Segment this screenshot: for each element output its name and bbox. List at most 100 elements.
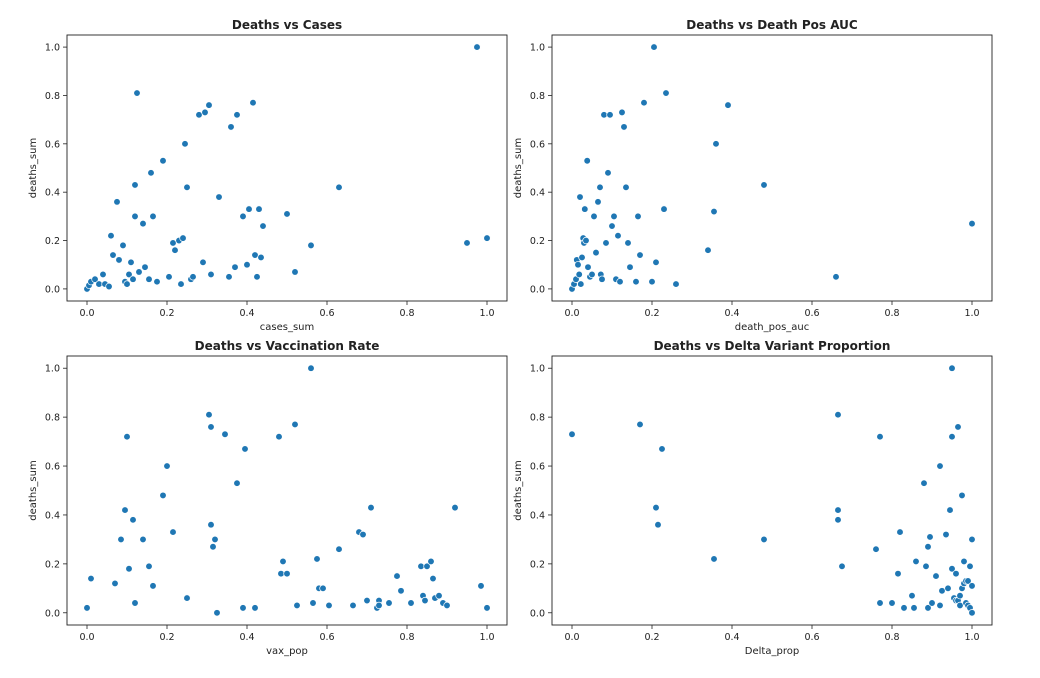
- x-tick-label: 0.8: [884, 632, 899, 643]
- x-tick-label: 0.4: [239, 632, 254, 643]
- data-point: [363, 596, 371, 605]
- y-tick-label: 0.4: [530, 188, 545, 199]
- data-point: [427, 557, 435, 566]
- data-point: [608, 222, 616, 230]
- data-point: [922, 562, 930, 570]
- data-point: [131, 181, 139, 189]
- data-point: [209, 543, 217, 551]
- y-tick-label: 0.0: [45, 608, 60, 619]
- y-tick-label: 1.0: [45, 364, 60, 375]
- y-tick-label: 0.2: [530, 236, 545, 247]
- y-tick-label: 0.2: [530, 559, 545, 570]
- data-point: [325, 601, 333, 610]
- data-point: [583, 157, 591, 165]
- data-point: [610, 212, 618, 221]
- chart-title: Deaths vs Death Pos AUC: [686, 18, 858, 32]
- data-point: [275, 433, 283, 441]
- data-point: [956, 592, 964, 600]
- subplot-3: Deaths vs Vaccination Rate vax_pop deaths_…: [28, 339, 508, 657]
- data-point: [231, 263, 239, 271]
- data-point: [359, 530, 367, 539]
- data-point: [924, 543, 932, 551]
- data-point: [349, 601, 357, 610]
- data-point: [872, 545, 880, 553]
- data-point: [581, 205, 589, 213]
- data-point: [640, 99, 648, 107]
- y-tick-label: 0.6: [530, 139, 545, 150]
- data-point: [910, 604, 918, 612]
- data-point: [421, 596, 429, 605]
- y-tick-label: 0.4: [45, 510, 60, 521]
- data-point: [574, 261, 582, 269]
- x-axis-label: Delta_prop: [745, 646, 799, 657]
- data-point: [87, 574, 95, 583]
- data-point: [153, 278, 161, 286]
- data-point: [834, 506, 842, 514]
- data-point: [968, 219, 976, 228]
- x-tick-label: 0.6: [804, 632, 819, 643]
- data-point: [926, 533, 934, 541]
- data-point: [115, 256, 123, 264]
- data-points: [83, 43, 491, 293]
- x-tick-label: 0.0: [564, 308, 579, 319]
- data-point: [249, 99, 257, 107]
- data-point: [205, 411, 213, 419]
- data-point: [618, 108, 626, 117]
- data-point: [483, 234, 491, 242]
- x-tick-label: 0.4: [724, 308, 739, 319]
- data-point: [620, 123, 628, 131]
- data-point: [624, 239, 632, 247]
- data-point: [600, 111, 608, 119]
- data-point: [149, 582, 157, 590]
- x-tick-label: 0.4: [239, 308, 254, 319]
- data-point: [948, 565, 956, 573]
- data-point: [636, 251, 644, 259]
- data-point: [838, 562, 846, 570]
- y-tick-label: 0.8: [45, 413, 60, 424]
- data-point: [163, 462, 171, 470]
- data-point: [111, 579, 119, 588]
- y-tick-label: 0.6: [530, 462, 545, 473]
- x-axis-label: vax_pop: [266, 646, 308, 657]
- data-points: [568, 364, 976, 617]
- x-axis-label: death_pos_auc: [735, 322, 810, 333]
- data-point: [936, 462, 944, 470]
- y-tick-label: 0.4: [45, 188, 60, 199]
- x-tick-label: 0.6: [319, 632, 334, 643]
- data-point: [207, 423, 215, 431]
- chart-title: Deaths vs Vaccination Rate: [195, 339, 380, 353]
- data-point: [652, 503, 660, 512]
- subplot-4: Deaths vs Delta Variant Proportion Delta_…: [513, 339, 993, 657]
- data-point: [968, 609, 976, 617]
- data-point: [614, 232, 622, 240]
- data-point: [594, 198, 602, 206]
- y-tick-label: 1.0: [45, 43, 60, 54]
- data-point: [596, 183, 604, 191]
- data-point: [105, 282, 113, 291]
- data-point: [291, 268, 299, 276]
- x-tick-label: 0.2: [159, 308, 174, 319]
- data-point: [397, 587, 405, 595]
- data-point: [954, 423, 962, 431]
- data-point: [251, 251, 259, 259]
- data-point: [451, 503, 459, 512]
- y-tick-label: 0.4: [530, 510, 545, 521]
- data-point: [946, 506, 954, 514]
- data-point: [710, 207, 718, 216]
- data-point: [119, 241, 127, 250]
- data-point: [313, 555, 321, 563]
- data-point: [942, 530, 950, 539]
- subplot-1: Deaths vs Cases cases_sum deaths_sum 0.0 0.2…: [28, 18, 508, 333]
- data-point: [293, 601, 301, 610]
- data-point: [912, 557, 920, 566]
- data-point: [141, 263, 149, 271]
- data-point: [215, 193, 223, 201]
- data-point: [876, 433, 884, 441]
- data-point: [626, 263, 634, 271]
- data-point: [760, 181, 768, 189]
- data-point: [435, 592, 443, 600]
- data-point: [335, 545, 343, 553]
- data-point: [189, 273, 197, 281]
- data-point: [291, 420, 299, 429]
- data-point: [417, 562, 425, 570]
